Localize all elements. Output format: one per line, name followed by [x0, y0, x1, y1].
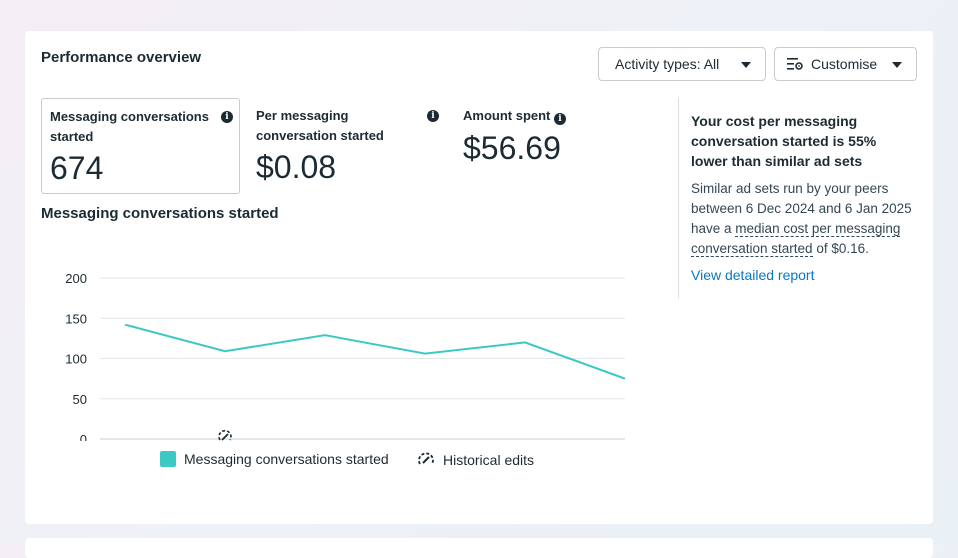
y-tick-label: 0 [80, 432, 87, 441]
metric-value: $0.08 [256, 149, 337, 185]
y-tick-label: 200 [65, 271, 87, 286]
metric-label: Per messaging conversation started [256, 108, 384, 143]
metric-messaging-conversations[interactable]: Messaging conversations started i 674 [41, 98, 240, 194]
caret-down-icon [741, 62, 751, 68]
caret-down-icon [892, 62, 902, 68]
metric-value: 674 [50, 150, 104, 186]
customise-icon [787, 58, 803, 70]
series-swatch [160, 451, 176, 467]
customise-button[interactable]: Customise [774, 47, 917, 81]
customise-label: Customise [811, 56, 878, 72]
insight-body: Similar ad sets run by your peers betwee… [691, 181, 912, 257]
page-title: Performance overview [41, 49, 202, 66]
y-tick-label: 100 [65, 352, 87, 367]
historical-edits-icon [418, 452, 434, 465]
series-line [124, 323, 626, 380]
metric-amount-spent[interactable]: Amount spent i $56.69 [463, 98, 643, 194]
metric-label: Amount spent i [463, 106, 567, 126]
y-tick-label: 50 [73, 392, 87, 407]
legend-series[interactable]: Messaging conversations started [160, 451, 389, 467]
activity-types-label: Activity types: All [615, 56, 720, 72]
divider [678, 98, 679, 298]
info-icon[interactable]: i [427, 110, 439, 122]
performance-overview-card: Performance overview Activity types: All… [25, 31, 933, 524]
legend-edits-label: Historical edits [443, 452, 535, 468]
legend-historical-edits[interactable]: Historical edits [417, 451, 534, 469]
info-icon[interactable]: i [554, 113, 567, 125]
next-card [25, 538, 933, 558]
view-detailed-report-link[interactable]: View detailed report [691, 267, 815, 283]
historical-edit-marker[interactable] [218, 429, 232, 441]
median-cost-term[interactable]: median cost per messaging conversation s… [691, 221, 901, 257]
y-tick-label: 150 [65, 311, 87, 326]
chart-title: Messaging conversations started [41, 205, 279, 222]
edit-marker-needle [221, 433, 229, 441]
activity-types-dropdown[interactable]: Activity types: All [598, 47, 766, 81]
insight-headline: Your cost per messaging conversation sta… [691, 113, 877, 169]
legend-series-label: Messaging conversations started [184, 451, 389, 467]
metric-label: Messaging conversations started [50, 109, 209, 144]
info-icon[interactable]: i [221, 111, 233, 123]
metric-cost-per-conversation[interactable]: Per messaging conversation started i $0.… [256, 98, 451, 194]
edit-marker-arc [218, 429, 232, 441]
metric-value: $56.69 [463, 130, 561, 166]
